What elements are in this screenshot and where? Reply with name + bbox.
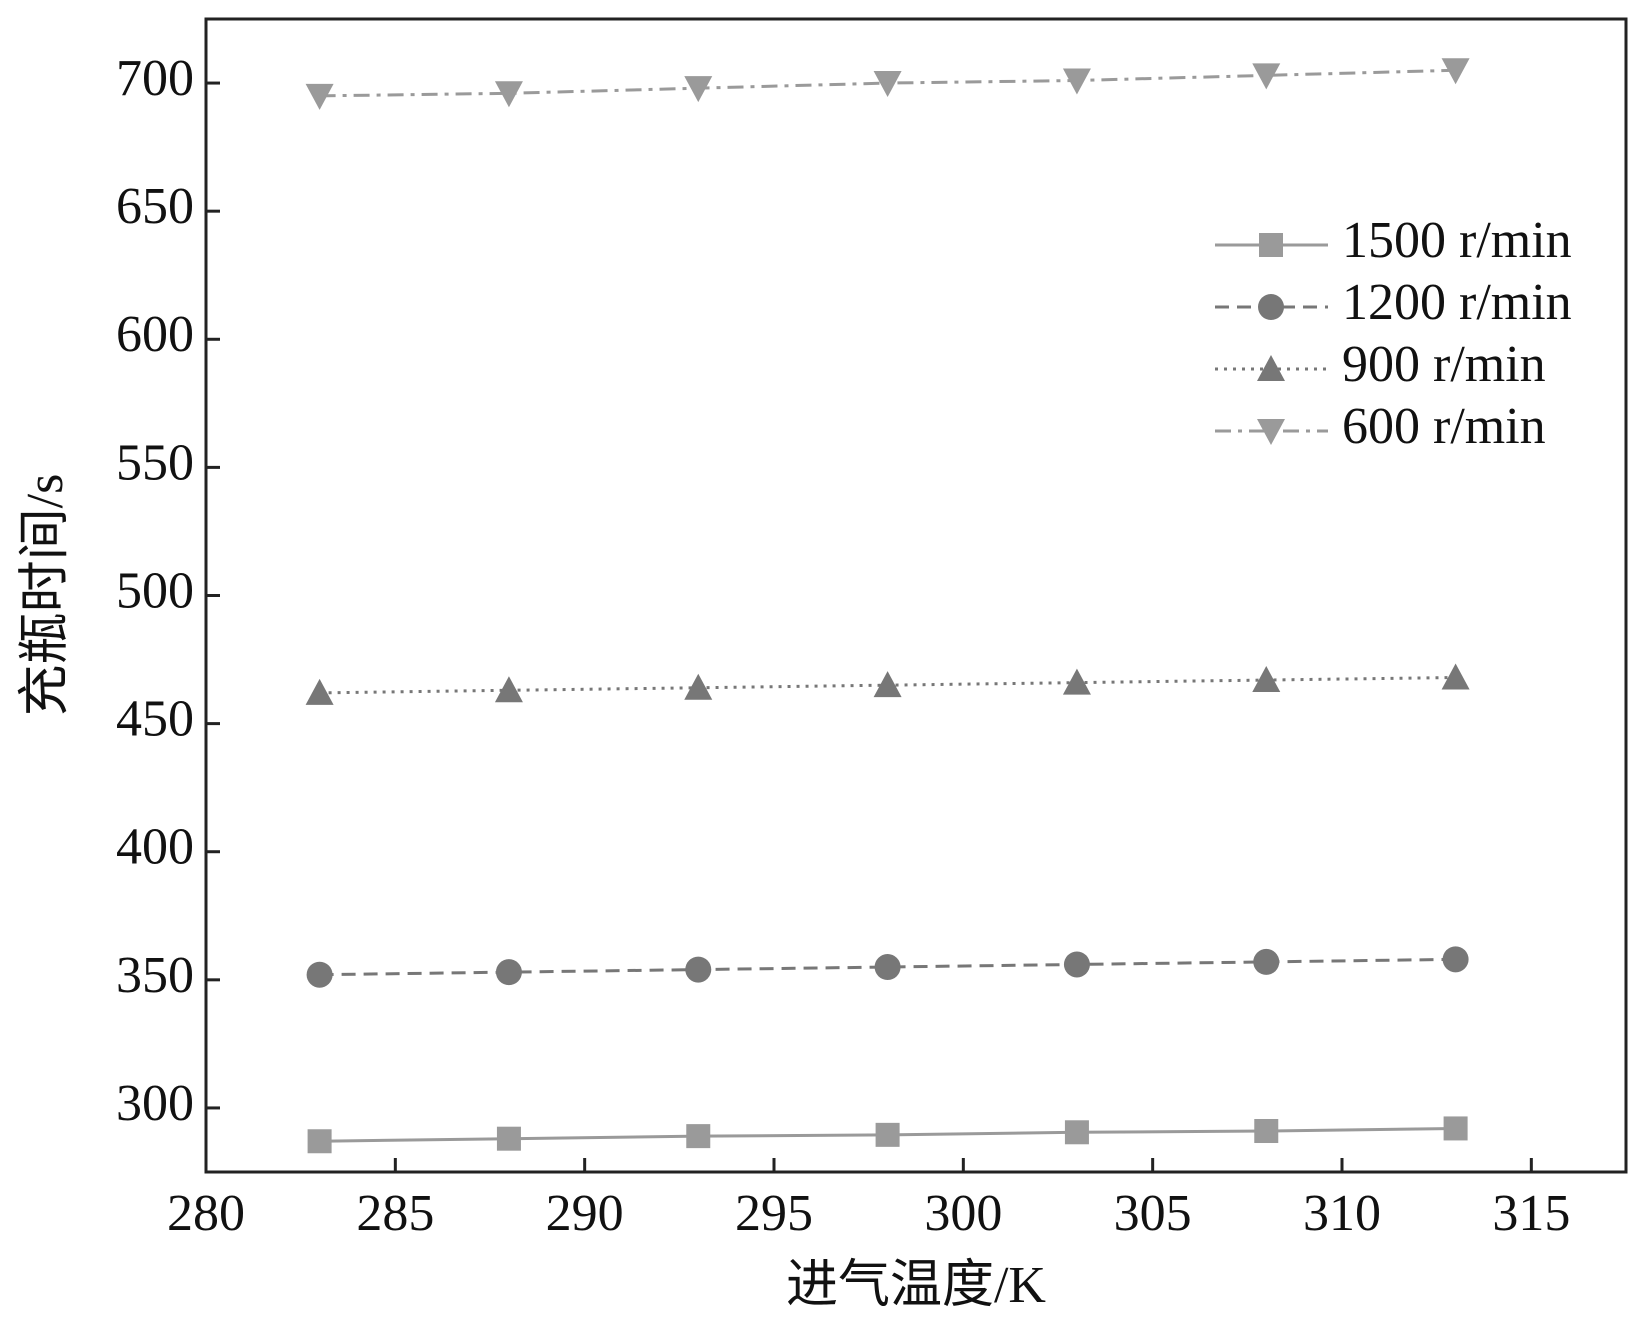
x-tick-label: 315: [1492, 1185, 1570, 1242]
data-point: [1252, 666, 1281, 693]
x-tick-label: 280: [167, 1185, 245, 1242]
legend-label: 1200 r/min: [1342, 274, 1572, 331]
y-tick-label: 550: [116, 434, 194, 491]
data-point: [1062, 68, 1091, 95]
legend-marker: [1259, 233, 1283, 257]
data-point: [873, 71, 902, 98]
data-point: [1253, 948, 1280, 975]
data-point: [873, 671, 902, 698]
legend-marker: [1258, 294, 1284, 320]
legend-label: 1500 r/min: [1342, 212, 1572, 269]
data-point: [874, 954, 901, 981]
data-point: [307, 1129, 332, 1154]
data-point: [875, 1122, 900, 1147]
data-point: [684, 76, 713, 103]
y-axis-label: 充瓶时间/s: [17, 474, 74, 717]
x-axis-label: 进气温度/K: [786, 1257, 1046, 1314]
x-tick-label: 310: [1303, 1185, 1381, 1242]
data-point: [305, 83, 334, 110]
y-tick-label: 450: [116, 691, 194, 748]
legend-label: 600 r/min: [1342, 398, 1546, 455]
legend-label: 900 r/min: [1342, 336, 1546, 393]
legend-marker: [1257, 419, 1285, 445]
y-tick-label: 300: [116, 1075, 194, 1132]
data-point: [1062, 668, 1091, 695]
data-point: [496, 1126, 521, 1151]
data-point: [1254, 1119, 1279, 1144]
x-tick-label: 285: [356, 1185, 434, 1242]
data-point: [1442, 946, 1469, 973]
x-tick-label: 305: [1114, 1185, 1192, 1242]
data-point: [1441, 663, 1470, 690]
y-tick-label: 400: [116, 819, 194, 876]
data-point: [684, 673, 713, 700]
x-tick-label: 295: [735, 1185, 813, 1242]
plot-frame: [204, 17, 1628, 1174]
legend-marker: [1257, 355, 1285, 381]
data-point: [495, 959, 522, 986]
data-point: [494, 81, 523, 108]
y-tick-label: 350: [116, 947, 194, 1004]
data-point: [306, 961, 333, 988]
data-point: [494, 676, 523, 703]
y-tick-label: 500: [116, 562, 194, 619]
y-tick-label: 600: [116, 306, 194, 363]
y-tick-label: 650: [116, 178, 194, 235]
data-point: [1063, 951, 1090, 978]
x-tick-label: 300: [924, 1185, 1002, 1242]
data-point: [1443, 1116, 1468, 1141]
data-point: [685, 956, 712, 983]
data-point: [1441, 58, 1470, 85]
x-tick-label: 290: [546, 1185, 624, 1242]
data-point: [1064, 1120, 1089, 1145]
data-point: [305, 678, 334, 705]
data-point: [1252, 63, 1281, 90]
y-tick-label: 700: [116, 50, 194, 107]
data-point: [686, 1124, 711, 1149]
